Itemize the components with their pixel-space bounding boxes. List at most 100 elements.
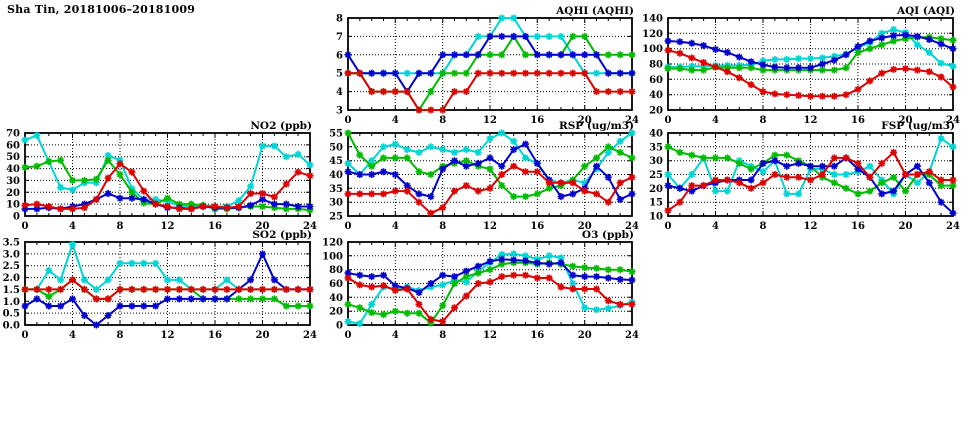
series-red-markers [21, 276, 314, 303]
x-tick-label: 16 [530, 221, 544, 232]
x-tick-label: 12 [483, 330, 497, 341]
y-tick-label: 25 [649, 170, 663, 181]
x-tick-label: 8 [439, 330, 446, 341]
y-tick-label: 20 [649, 184, 663, 195]
y-tick-label: 140 [642, 14, 663, 25]
y-tick-label: 30 [6, 176, 20, 187]
x-tick-label: 24 [625, 330, 639, 341]
y-tick-label: 45 [329, 156, 343, 167]
x-tick-label: 8 [117, 221, 124, 232]
chart-aqhi: 3 4 5 6 7 8 0 4 8 12 16 20 24 AQHI (AQHI) [314, 5, 644, 129]
x-tick-label: 20 [578, 115, 592, 126]
x-tick-label: 12 [161, 221, 175, 232]
x-tick-label: 12 [483, 221, 497, 232]
y-tick-label: 40 [649, 90, 663, 101]
y-tick-label: 60 [6, 140, 20, 151]
x-tick-label: 4 [712, 115, 719, 126]
y-tick-label: 2.5 [3, 261, 20, 272]
x-tick-label: 20 [578, 221, 592, 232]
x-axis-labels: 0 4 8 12 16 20 24 [22, 330, 317, 341]
series-blue-markers [664, 31, 957, 72]
x-tick-label: 20 [578, 330, 592, 341]
chart-svg-o3: 0 20 40 60 80 100 120 0 4 8 12 16 20 24 O3 (ppb) [322, 229, 639, 341]
x-tick-label: 24 [303, 221, 317, 232]
x-axis-labels: 0 4 8 12 16 20 24 [345, 221, 639, 232]
series-blue [664, 154, 957, 217]
chart-title: RSP (ug/m3) [559, 120, 634, 132]
series-red-markers [21, 160, 314, 213]
x-tick-label: 16 [530, 115, 544, 126]
x-axis-labels: 0 4 8 12 16 20 24 [22, 221, 317, 232]
chart-svg-rsp: 25 30 35 40 45 50 55 0 4 8 12 16 20 24 RSP (ug/m3) [329, 120, 639, 232]
y-tick-label: 0.0 [3, 321, 20, 332]
series-blue-markers [664, 154, 957, 217]
x-tick-label: 16 [208, 330, 222, 341]
x-tick-label: 0 [345, 221, 352, 232]
x-axis-labels: 0 4 8 12 16 20 24 [345, 115, 639, 126]
chart-title: FSP (ug/m3) [881, 120, 955, 132]
series-red-markers [664, 148, 957, 214]
x-tick-label: 12 [804, 221, 818, 232]
y-tick-label: 20 [649, 106, 663, 117]
y-tick-label: 4 [336, 87, 343, 98]
x-tick-label: 4 [69, 221, 76, 232]
y-tick-label: 40 [329, 170, 343, 181]
x-tick-label: 24 [946, 221, 960, 232]
y-axis-labels: 25 30 35 40 45 50 55 [329, 129, 343, 223]
x-tick-label: 8 [760, 221, 767, 232]
y-tick-label: 10 [649, 212, 663, 223]
chart-title: AQHI (AQHI) [555, 5, 634, 17]
x-tick-label: 12 [483, 115, 497, 126]
y-tick-label: 100 [642, 44, 663, 55]
y-tick-label: 20 [329, 307, 343, 318]
y-tick-label: 10 [6, 200, 20, 211]
y-tick-label: 0 [13, 212, 20, 223]
page-title: Sha Tin, 20181006–20181009 [7, 3, 196, 16]
x-tick-label: 24 [303, 330, 317, 341]
chart-svg-fsp: 10 15 20 25 30 35 40 0 4 8 12 16 20 24 FSP (ug/m3) [649, 120, 960, 232]
y-tick-label: 8 [336, 14, 343, 25]
series-red [344, 271, 636, 325]
x-tick-label: 8 [760, 115, 767, 126]
series-red-markers [344, 271, 636, 325]
x-tick-label: 16 [851, 221, 865, 232]
y-axis-labels: 20 40 60 80 100 120 140 [642, 14, 663, 117]
series-red-markers [344, 69, 636, 114]
y-tick-label: 120 [642, 29, 663, 40]
x-tick-label: 0 [345, 330, 352, 341]
y-tick-label: 3.0 [3, 249, 20, 260]
y-tick-label: 70 [6, 129, 20, 140]
y-tick-label: 60 [329, 279, 343, 290]
y-tick-label: 3.5 [3, 238, 20, 249]
x-tick-label: 16 [208, 221, 222, 232]
series-blue-markers [344, 140, 636, 203]
y-tick-label: 40 [329, 293, 343, 304]
y-tick-label: 55 [329, 129, 343, 140]
x-tick-label: 24 [946, 115, 960, 126]
y-tick-label: 15 [649, 198, 663, 209]
y-tick-label: 35 [649, 142, 663, 153]
series-red [21, 160, 314, 213]
y-tick-label: 50 [6, 152, 20, 163]
x-axis-labels: 0 4 8 12 16 20 24 [665, 221, 960, 232]
x-tick-label: 20 [256, 221, 270, 232]
x-tick-label: 20 [899, 221, 913, 232]
y-tick-label: 0 [336, 321, 343, 332]
y-tick-label: 100 [322, 251, 343, 262]
series-red [21, 276, 314, 303]
y-tick-label: 50 [329, 142, 343, 153]
chart-svg-aqhi: 3 4 5 6 7 8 0 4 8 12 16 20 24 AQHI (AQHI) [336, 5, 639, 126]
y-tick-label: 1.5 [3, 285, 20, 296]
x-tick-label: 16 [851, 115, 865, 126]
y-tick-label: 80 [649, 60, 663, 71]
y-tick-label: 3 [336, 106, 343, 117]
plot-frame [347, 17, 633, 111]
x-tick-label: 8 [439, 221, 446, 232]
chart-so2: 0.0 0.5 1.0 1.5 2.0 2.5 3.0 3.5 0 4 8 12 16 20 24 SO2 (… [0, 229, 322, 344]
x-tick-label: 0 [22, 330, 29, 341]
plot-frame [24, 241, 311, 326]
